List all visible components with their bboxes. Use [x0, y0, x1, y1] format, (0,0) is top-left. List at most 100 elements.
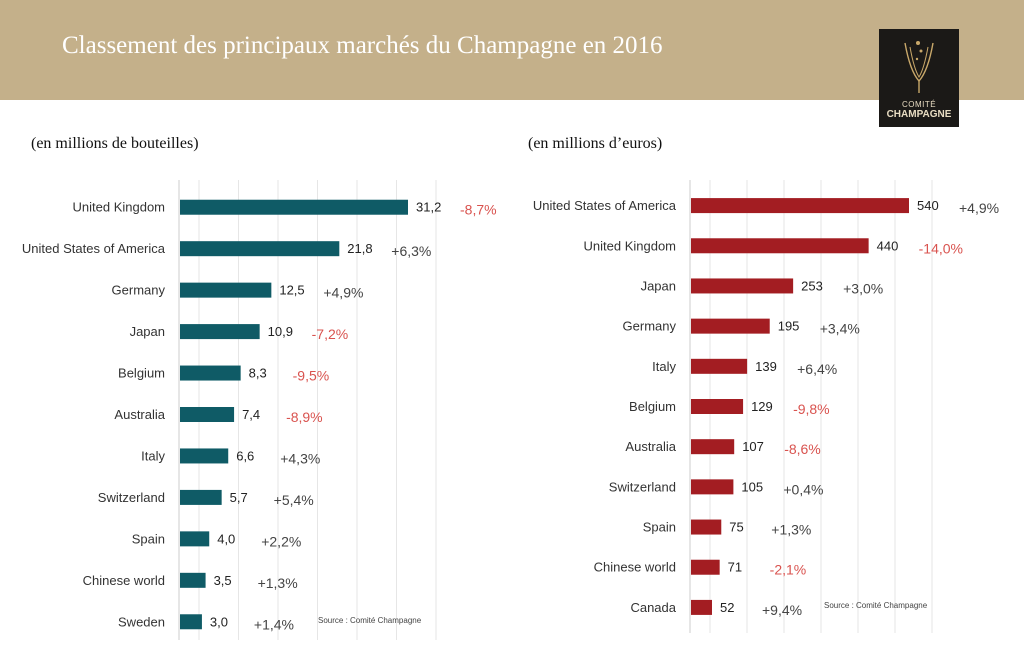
change-label: +4,3% [280, 450, 320, 466]
category-label: Australia [114, 407, 165, 422]
value-label: 4,0 [217, 531, 235, 546]
category-label: Germany [112, 283, 166, 298]
bar [180, 282, 272, 298]
bar [180, 365, 241, 381]
value-label: 8,3 [249, 366, 267, 381]
change-label: +1,3% [258, 575, 298, 591]
category-label: Italy [652, 359, 676, 374]
bar [180, 324, 260, 340]
bar [180, 614, 202, 630]
bar [180, 489, 222, 505]
value-label: 21,8 [347, 241, 372, 256]
bar [691, 358, 748, 374]
value-label: 105 [741, 479, 763, 494]
category-label: Japan [641, 278, 676, 293]
value-label: 75 [729, 520, 743, 535]
bar [691, 238, 869, 254]
category-label: Switzerland [98, 490, 165, 505]
category-label: Sweden [118, 614, 165, 629]
change-label: +1,4% [254, 616, 294, 632]
bar [180, 572, 206, 588]
value-label: 71 [728, 560, 742, 575]
bar [691, 439, 735, 455]
category-label: Belgium [629, 399, 676, 414]
change-label: -7,2% [312, 326, 349, 342]
bar [691, 599, 712, 615]
category-label: Australia [625, 439, 676, 454]
category-label: Italy [141, 448, 165, 463]
category-label: United States of America [533, 198, 677, 213]
category-label: Belgium [118, 366, 165, 381]
comite-champagne-logo: COMITÉ CHAMPAGNE [879, 29, 959, 127]
category-label: Switzerland [609, 479, 676, 494]
change-label: +1,3% [771, 522, 811, 538]
change-label: -14,0% [919, 240, 963, 256]
value-label: 5,7 [230, 490, 248, 505]
bottles-bar-chart: United Kingdom 31,2 -8,7% United States of … [22, 180, 497, 640]
value-label: 10,9 [268, 324, 293, 339]
value-label: 540 [917, 198, 939, 213]
change-label: +0,4% [783, 481, 823, 497]
value-label: 31,2 [416, 200, 441, 215]
change-label: +3,0% [843, 280, 883, 296]
bar [691, 399, 744, 414]
value-label: 129 [751, 399, 773, 414]
bar [180, 199, 408, 215]
value-label: 3,5 [214, 573, 232, 588]
bar [180, 448, 229, 464]
category-label: Chinese world [83, 573, 165, 588]
logo-text-line1: COMITÉ [901, 100, 937, 109]
change-label: -8,6% [784, 441, 821, 457]
logo-text-line2: CHAMPAGNE [886, 109, 952, 120]
value-label: 3,0 [210, 614, 228, 629]
value-label: 139 [755, 359, 777, 374]
bar [691, 519, 722, 535]
bar [691, 559, 720, 575]
value-label: 107 [742, 439, 764, 454]
change-label: +5,4% [274, 492, 314, 508]
champagne-glass-icon [904, 41, 934, 93]
change-label: -8,7% [460, 202, 497, 218]
right-chart-subtitle: (en millions d’euros) [528, 135, 663, 152]
bar [691, 479, 734, 495]
euros-bar-chart: United States of America 540 +4,9% United K… [533, 180, 999, 633]
left-chart-subtitle: (en millions de bouteilles) [31, 135, 199, 152]
bar [180, 241, 340, 257]
change-label: -9,8% [793, 401, 830, 417]
value-label: 195 [778, 319, 800, 334]
change-label: +3,4% [820, 321, 860, 337]
category-label: Chinese world [594, 560, 676, 575]
page-title: Classement des principaux marchés du Cha… [62, 32, 663, 59]
change-label: +9,4% [762, 602, 802, 618]
value-label: 7,4 [242, 407, 260, 422]
value-label: 12,5 [279, 283, 304, 298]
category-label: United States of America [22, 241, 166, 256]
bar [691, 318, 770, 334]
category-label: Spain [643, 520, 676, 535]
category-label: Spain [132, 531, 165, 546]
change-label: +4,9% [323, 285, 363, 301]
bar [691, 198, 909, 214]
category-label: United Kingdom [584, 238, 677, 253]
right-source-note: Source : Comité Champagne [824, 601, 928, 610]
bar [180, 407, 235, 422]
header-banner: Classement des principaux marchés du Cha… [0, 0, 1024, 100]
value-label: 52 [720, 600, 734, 615]
value-label: 440 [877, 238, 899, 253]
change-label: -2,1% [770, 562, 807, 578]
category-label: United Kingdom [73, 200, 166, 215]
category-label: Canada [630, 600, 676, 615]
change-label: +2,2% [261, 533, 301, 549]
change-label: -9,5% [293, 368, 330, 384]
change-label: +6,3% [391, 243, 431, 259]
left-source-note: Source : Comité Champagne [318, 616, 422, 625]
change-label: +6,4% [797, 361, 837, 377]
bar [180, 531, 210, 547]
value-label: 6,6 [236, 448, 254, 463]
category-label: Germany [623, 319, 677, 334]
bar [691, 278, 794, 294]
change-label: -8,9% [286, 409, 323, 425]
category-label: Japan [130, 324, 165, 339]
change-label: +4,9% [959, 200, 999, 216]
value-label: 253 [801, 278, 823, 293]
